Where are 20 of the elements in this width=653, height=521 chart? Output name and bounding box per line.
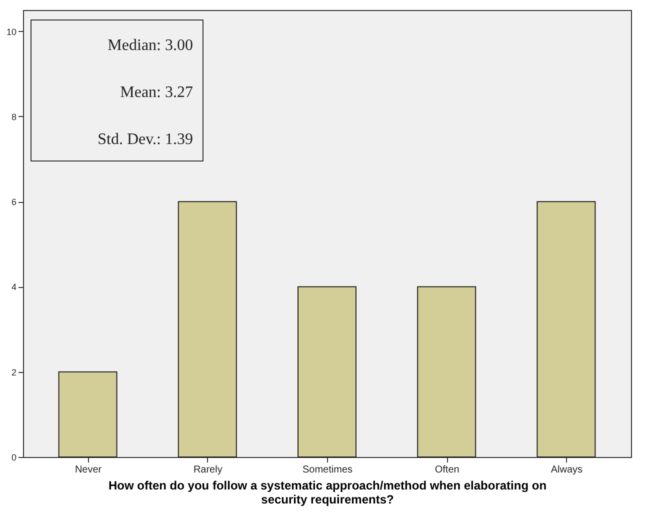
y-tick-label: 0 (11, 452, 16, 462)
bar (178, 201, 237, 458)
y-tick-label: 2 (11, 367, 16, 378)
bar (58, 371, 118, 458)
x-tick-label: Always (550, 464, 583, 476)
y-tick-label: 10 (6, 26, 16, 37)
annotation: Mean: 3.27 (120, 84, 193, 101)
x-tick-label: Never (74, 464, 102, 476)
x-tick-label: Rarely (193, 464, 222, 476)
y-tick-label: 6 (11, 197, 16, 208)
annotation: Median: 3.00 (108, 37, 193, 54)
x-axis-title: How often do you follow a systematic approach/method when elaborating on security requirements? (108, 478, 547, 506)
bar (536, 201, 596, 458)
annotation: Std. Dev.: 1.39 (98, 131, 193, 148)
y-tick-label: 8 (11, 112, 16, 122)
x-tick-label: Often (434, 464, 460, 476)
y-tick-label: 4 (11, 282, 16, 292)
bar (298, 286, 356, 458)
x-tick-label: Sometimes (302, 464, 353, 476)
bar (417, 286, 476, 458)
